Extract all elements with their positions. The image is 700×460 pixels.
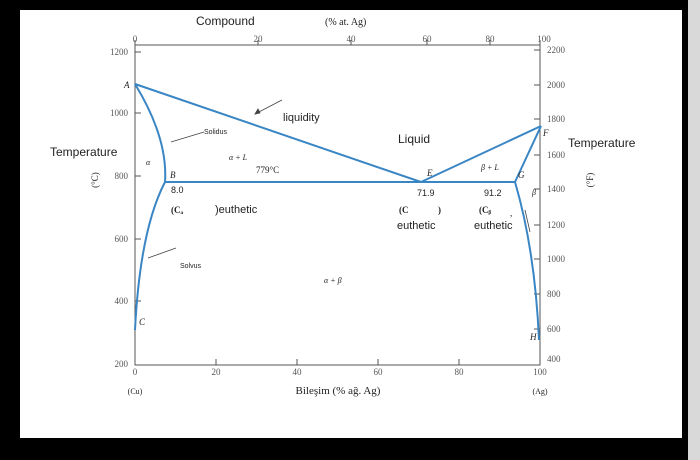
left-tick-1200: 1200 [110,47,129,57]
right-tick-2200: 2200 [547,45,566,55]
c-e-close-label: ) [438,205,441,215]
bottom-left-end-label: (Cu) [128,387,143,396]
c-alpha-label: (Cₐ [171,205,183,215]
alpha-solvus-curve [134,181,166,331]
right-tick-1000: 1000 [547,254,566,264]
solvus-label: Solvus [180,263,202,270]
right-axis-title: Temperature [568,136,636,150]
bottom-tick-100: 100 [533,367,547,377]
alpha-euthetic-label: )euthetic [215,204,258,216]
right-tick-1600: 1600 [547,150,566,160]
point-G-label: G [518,170,525,180]
composition-e-label: 71.9 [417,188,435,198]
scrollbar-edge [688,0,700,460]
left-axis-title: Temperature [50,145,118,159]
callout-arrows [147,99,531,259]
right-tick-1400: 1400 [547,184,566,194]
c-beta-comma: , [510,208,512,218]
bottom-axis-ticks: 0 20 40 60 80 100 [133,359,547,377]
beta-euthetic-label: euthetic [474,220,513,232]
composition-g-label: 91.2 [484,188,502,198]
left-tick-600: 600 [115,234,129,244]
top-axis-title-compound: Compound [196,14,255,28]
c-beta-label: (Cᵦ [479,205,491,215]
region-liquid-label: Liquid [398,132,430,146]
left-tick-200: 200 [115,359,129,369]
e-euthetic-label: euthetic [397,220,436,232]
point-B-label: B [170,170,176,180]
point-labels: A B C E F G H [123,80,549,342]
solidus-curve [134,83,167,183]
liquidity-callout-head [254,108,261,115]
composition-b-label: 8.0 [171,185,184,195]
eutectic-temperature-label: 779°C [256,165,279,175]
point-A-label: A [123,80,130,90]
top-axis-title-unit: (% at. Ag) [325,17,366,28]
left-tick-1000: 1000 [110,108,129,118]
right-tick-800: 800 [547,289,561,299]
bottom-tick-20: 20 [212,367,222,377]
top-tick-20: 20 [254,34,264,44]
point-F-label: F [542,128,549,138]
top-axis-ticks: 0 20 40 60 80 100 [133,34,551,45]
right-tick-1200: 1200 [547,220,566,230]
liquidity-label: liquidity [283,112,320,124]
beta-solidus-line [514,125,542,183]
point-C-label: C [139,317,146,327]
solvus-callout-line [147,247,177,259]
right-tick-1800: 1800 [547,114,566,124]
right-tick-2000: 2000 [547,80,566,90]
beta-euthetic-callout-line [524,209,531,233]
bottom-tick-80: 80 [455,367,465,377]
point-H-label: H [529,332,537,342]
phase-boundaries [134,83,542,341]
right-tick-400: 400 [547,354,561,364]
region-alpha-label: α [146,158,151,167]
region-alpha-liquid-label: α + L [229,153,248,162]
right-axis-ticks: 2200 2000 1800 1600 1400 1200 1000 800 6… [534,45,566,364]
bottom-axis-title: Bileşim (% ağ. Ag) [296,385,381,397]
point-E-label: E [426,168,433,178]
solidus-label: Solidus [204,129,227,136]
left-axis-ticks: 1200 1000 800 600 400 200 [110,47,141,369]
right-tick-600: 600 [547,324,561,334]
left-tick-800: 800 [115,171,129,181]
beta-solvus-curve [514,181,540,341]
top-tick-80: 80 [486,34,496,44]
bottom-right-end-label: (Ag) [532,387,547,396]
bottom-tick-0: 0 [133,367,138,377]
region-beta-label: β [531,188,536,197]
solidus-callout-line [170,131,205,143]
region-beta-liquid-label: β + L [480,163,499,172]
top-tick-0: 0 [133,34,138,44]
top-tick-60: 60 [423,34,433,44]
region-alpha-beta-label: α + β [324,276,342,285]
c-e-label: (C [399,205,409,215]
plot-frame [134,44,541,366]
bottom-tick-60: 60 [374,367,384,377]
paper-background [20,10,682,438]
bottom-tick-40: 40 [293,367,303,377]
left-axis-unit: (°C) [90,172,100,188]
top-tick-40: 40 [347,34,357,44]
liquidus-left-line [134,83,422,183]
liquidus-right-line [420,125,542,183]
left-tick-400: 400 [115,296,129,306]
top-tick-100: 100 [537,34,551,44]
right-axis-unit: (°F) [585,173,595,188]
